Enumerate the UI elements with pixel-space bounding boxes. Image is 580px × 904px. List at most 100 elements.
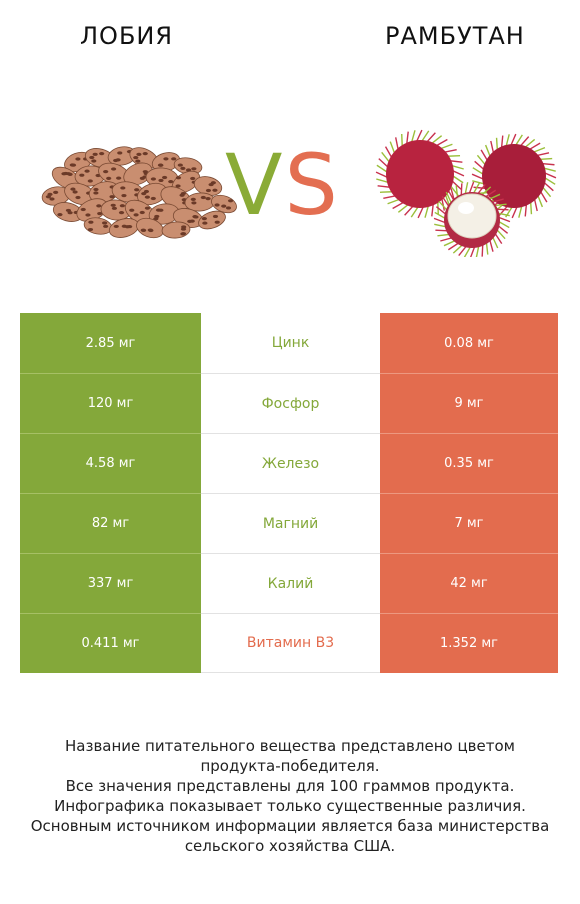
bean-speckle <box>175 184 181 188</box>
right-food-title: РАМБУТАН <box>385 22 525 50</box>
bean-speckle <box>185 168 192 172</box>
bean-speckle <box>75 157 81 161</box>
left-value: 2.85 мг <box>20 313 201 373</box>
left-value: 4.58 мг <box>20 433 201 493</box>
bean-speckle <box>144 206 151 210</box>
bean-speckle <box>208 182 214 187</box>
vs-label: VS <box>225 135 340 235</box>
bean-speckle <box>85 213 91 217</box>
table-row: 0.411 мг Витамин B3 1.352 мг <box>20 613 558 673</box>
rambutan-flesh <box>447 193 497 239</box>
footer-line: продукта-победителя. <box>200 757 380 775</box>
bean-speckle <box>205 188 212 193</box>
bean-speckle <box>93 191 99 195</box>
left-value: 337 мг <box>20 553 201 613</box>
bean-speckle <box>214 220 220 224</box>
left-value: 0.411 мг <box>20 613 201 673</box>
rambutan-fruit <box>482 144 546 208</box>
right-value: 42 мг <box>380 553 558 613</box>
footer-line: Все значения представлены для 100 граммо… <box>65 777 515 795</box>
footer-line: Название питательного вещества представл… <box>65 737 515 755</box>
bean-speckle <box>148 228 154 233</box>
nutrient-name: Витамин B3 <box>201 613 380 673</box>
bean-speckle <box>154 214 160 219</box>
bean-speckle <box>111 206 118 210</box>
table-row: 337 мг Калий 42 мг <box>20 553 558 613</box>
bean-speckle <box>121 193 127 198</box>
bean-speckle <box>65 208 72 213</box>
bean-speckle <box>171 157 177 161</box>
bean-speckle <box>168 180 174 184</box>
right-value: 1.352 мг <box>380 613 558 673</box>
bean-speckle <box>179 193 185 197</box>
bean-speckle <box>106 176 112 180</box>
bean-speckle <box>191 201 197 205</box>
bean-speckle <box>129 208 135 212</box>
right-value: 0.08 мг <box>380 313 558 373</box>
bean-speckle <box>175 176 182 180</box>
footer-notes: Название питательного вещества представл… <box>0 736 580 856</box>
right-value: 0.35 мг <box>380 433 558 493</box>
bean-speckle <box>190 176 196 181</box>
bean-speckle <box>70 163 77 167</box>
bean-speckle <box>180 166 186 170</box>
bean-speckle <box>221 204 227 208</box>
table-row: 4.58 мг Железо 0.35 мг <box>20 433 558 493</box>
bean-speckle <box>140 228 147 232</box>
bean-speckle <box>116 176 122 180</box>
bean-speckle <box>136 152 142 156</box>
bean-speckle <box>142 152 148 156</box>
bean-speckle <box>212 214 219 219</box>
bean-speckle <box>144 195 150 199</box>
bean-speckle <box>88 220 94 224</box>
bean-speckle <box>113 158 119 163</box>
bean-speckle <box>133 213 139 217</box>
footer-line: сельского хозяйства США. <box>184 837 396 855</box>
rambutan-image <box>375 129 557 257</box>
bean-speckle <box>150 177 156 181</box>
bean-speckle <box>87 227 94 232</box>
bean-speckle <box>47 192 53 196</box>
bean-speckle <box>201 216 207 221</box>
table-row: 120 мг Фосфор 9 мг <box>20 373 558 433</box>
rambutan-fruit <box>386 140 454 208</box>
bean-speckle <box>192 215 198 219</box>
bean-speckle <box>143 189 150 194</box>
bean-speckle <box>158 163 164 167</box>
bean-speckle <box>214 203 220 207</box>
beans-image <box>41 146 237 239</box>
bean-speckle <box>111 167 117 171</box>
bean-speckle <box>53 190 59 195</box>
bean-speckle <box>225 206 232 210</box>
bean-speckle <box>117 151 123 155</box>
bean-speckle <box>124 225 131 229</box>
bean-speckle <box>93 187 99 192</box>
bean-speckle <box>158 208 164 212</box>
bean-speckle <box>202 221 208 225</box>
bean-speckle <box>67 172 73 176</box>
bean-speckle <box>84 169 90 173</box>
vs-v: V <box>225 136 285 234</box>
bean-speckle <box>139 210 145 215</box>
bean-speckle <box>200 195 206 200</box>
bean-speckle <box>96 204 102 208</box>
right-value: 9 мг <box>380 373 558 433</box>
nutrient-name: Фосфор <box>201 373 380 433</box>
right-value: 7 мг <box>380 493 558 553</box>
bean-speckle <box>163 157 169 161</box>
bean-speckle <box>227 199 234 203</box>
bean-speckle <box>91 159 97 163</box>
bean-speckle <box>133 155 139 160</box>
bean-speckle <box>180 232 187 236</box>
bean-speckle <box>150 196 156 201</box>
bean-speckle <box>118 210 125 215</box>
bean-speckle <box>89 155 95 160</box>
bean-speckle <box>80 207 86 212</box>
nutrient-name: Железо <box>201 433 380 493</box>
bean-speckle <box>99 152 105 156</box>
bean-speckle <box>119 204 125 208</box>
bean-speckle <box>103 224 109 228</box>
left-value: 120 мг <box>20 373 201 433</box>
bean-speckle <box>190 197 196 201</box>
bean-speckle <box>70 187 76 191</box>
